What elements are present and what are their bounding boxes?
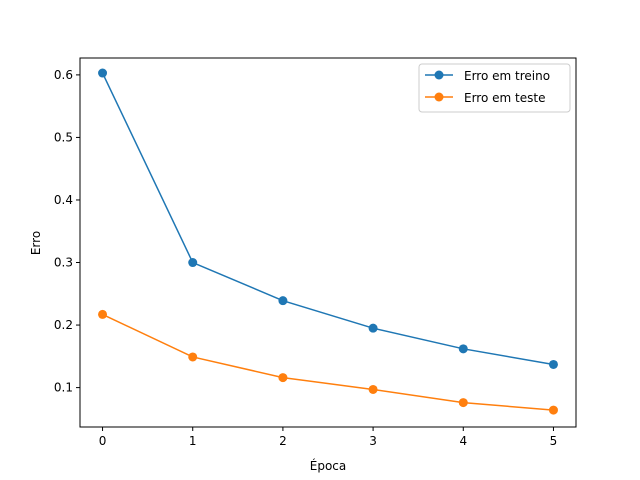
series-1 (98, 309, 558, 415)
legend-label-test: Erro em teste (464, 91, 545, 105)
series-line (102, 313, 554, 411)
series-line (101, 72, 554, 366)
y-tick-label: 0.3 (54, 256, 73, 270)
legend-marker-test (434, 92, 444, 102)
data-point (458, 344, 468, 354)
y-axis-label: Erro (29, 231, 43, 255)
data-point (188, 258, 198, 268)
y-tick-label: 0.1 (54, 381, 73, 395)
y-tick-label: 0.2 (54, 318, 73, 332)
x-tick-label: 2 (279, 434, 287, 448)
legend-entry-train: Erro em treino (425, 69, 550, 83)
data-point (98, 68, 108, 78)
series-0 (98, 68, 558, 369)
x-tick-label: 5 (550, 434, 558, 448)
data-point (548, 405, 558, 415)
legend-box (418, 63, 571, 113)
legend: Erro em treino Erro em teste (418, 63, 571, 113)
data-point (458, 398, 468, 408)
plot-frame (79, 57, 577, 428)
x-tick-label: 4 (459, 434, 467, 448)
legend-label-train: Erro em treino (464, 69, 550, 83)
x-tick-label: 0 (99, 434, 107, 448)
legend-marker-train (434, 70, 444, 80)
data-point (368, 384, 378, 394)
y-tick-label: 0.5 (54, 130, 73, 144)
plot-layer (98, 68, 558, 415)
x-tick-label: 1 (189, 434, 197, 448)
x-axis-label: Época (310, 458, 347, 473)
x-tick-label: 3 (369, 434, 377, 448)
x-axis-ticks: 0 1 2 3 4 5 (99, 427, 558, 448)
y-axis-ticks: 0.1 0.2 0.3 0.4 0.5 0.6 (54, 68, 80, 395)
data-point (278, 373, 288, 383)
data-point (368, 323, 378, 333)
y-tick-label: 0.4 (54, 193, 73, 207)
data-point (278, 296, 288, 306)
data-point (188, 352, 198, 362)
data-point (548, 359, 558, 369)
y-tick-label: 0.6 (54, 68, 73, 82)
data-point (98, 309, 108, 319)
legend-entry-test: Erro em teste (425, 91, 545, 105)
